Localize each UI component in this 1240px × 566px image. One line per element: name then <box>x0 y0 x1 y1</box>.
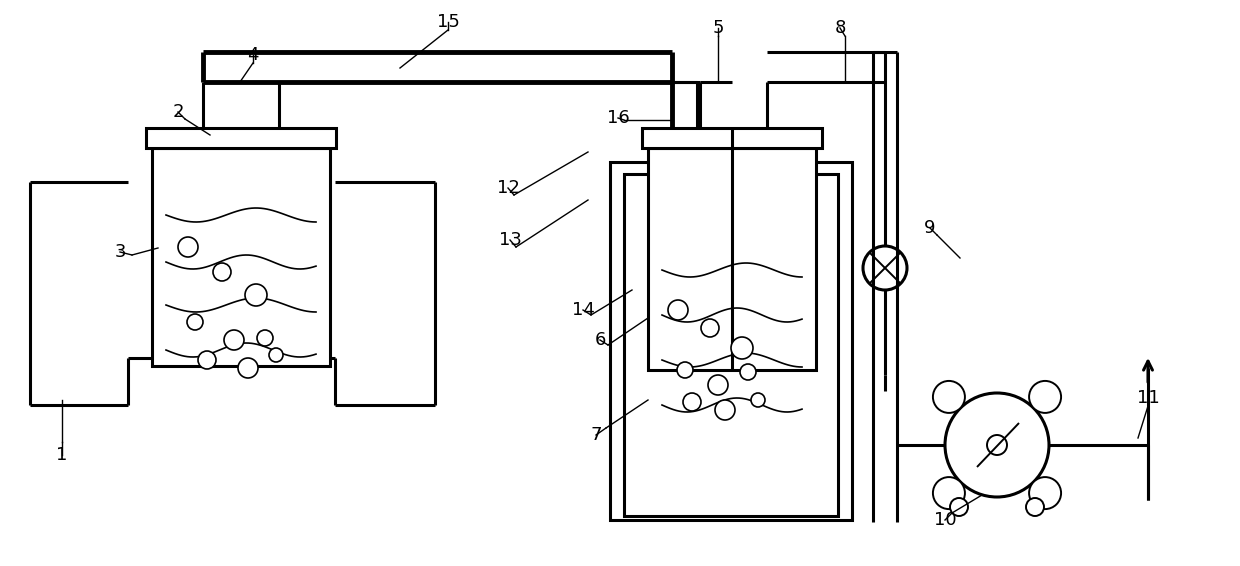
Bar <box>153 148 330 366</box>
Circle shape <box>751 393 765 407</box>
Circle shape <box>932 381 965 413</box>
Bar <box>642 128 822 148</box>
Circle shape <box>246 284 267 306</box>
Circle shape <box>668 300 688 320</box>
Circle shape <box>945 393 1049 497</box>
Circle shape <box>257 330 273 346</box>
Circle shape <box>1029 477 1061 509</box>
Text: 2: 2 <box>172 103 184 121</box>
Text: 3: 3 <box>114 243 125 261</box>
Text: 15: 15 <box>436 13 460 31</box>
Circle shape <box>224 330 244 350</box>
Text: 16: 16 <box>606 109 630 127</box>
Circle shape <box>683 393 701 411</box>
Text: 9: 9 <box>924 219 936 237</box>
Circle shape <box>677 362 693 378</box>
Circle shape <box>708 375 728 395</box>
Circle shape <box>213 263 231 281</box>
Circle shape <box>1029 381 1061 413</box>
Text: 8: 8 <box>835 19 846 37</box>
Circle shape <box>715 400 735 420</box>
Circle shape <box>987 435 1007 455</box>
Circle shape <box>740 364 756 380</box>
Text: 7: 7 <box>590 426 601 444</box>
Text: 12: 12 <box>496 179 520 197</box>
Text: 4: 4 <box>247 46 259 64</box>
Text: 13: 13 <box>498 231 522 249</box>
Text: 5: 5 <box>712 19 724 37</box>
Circle shape <box>179 237 198 257</box>
Circle shape <box>187 314 203 330</box>
Circle shape <box>732 337 753 359</box>
Circle shape <box>863 246 906 290</box>
Circle shape <box>701 319 719 337</box>
Text: 11: 11 <box>1137 389 1159 407</box>
Text: 14: 14 <box>572 301 594 319</box>
Circle shape <box>1025 498 1044 516</box>
Circle shape <box>238 358 258 378</box>
Circle shape <box>932 477 965 509</box>
Text: 6: 6 <box>594 331 605 349</box>
Circle shape <box>198 351 216 369</box>
Bar <box>649 148 816 370</box>
Text: 10: 10 <box>934 511 956 529</box>
Circle shape <box>269 348 283 362</box>
Bar <box>610 162 852 520</box>
Circle shape <box>950 498 968 516</box>
Bar <box>146 128 336 148</box>
Bar <box>624 174 838 516</box>
Text: 1: 1 <box>56 446 68 464</box>
